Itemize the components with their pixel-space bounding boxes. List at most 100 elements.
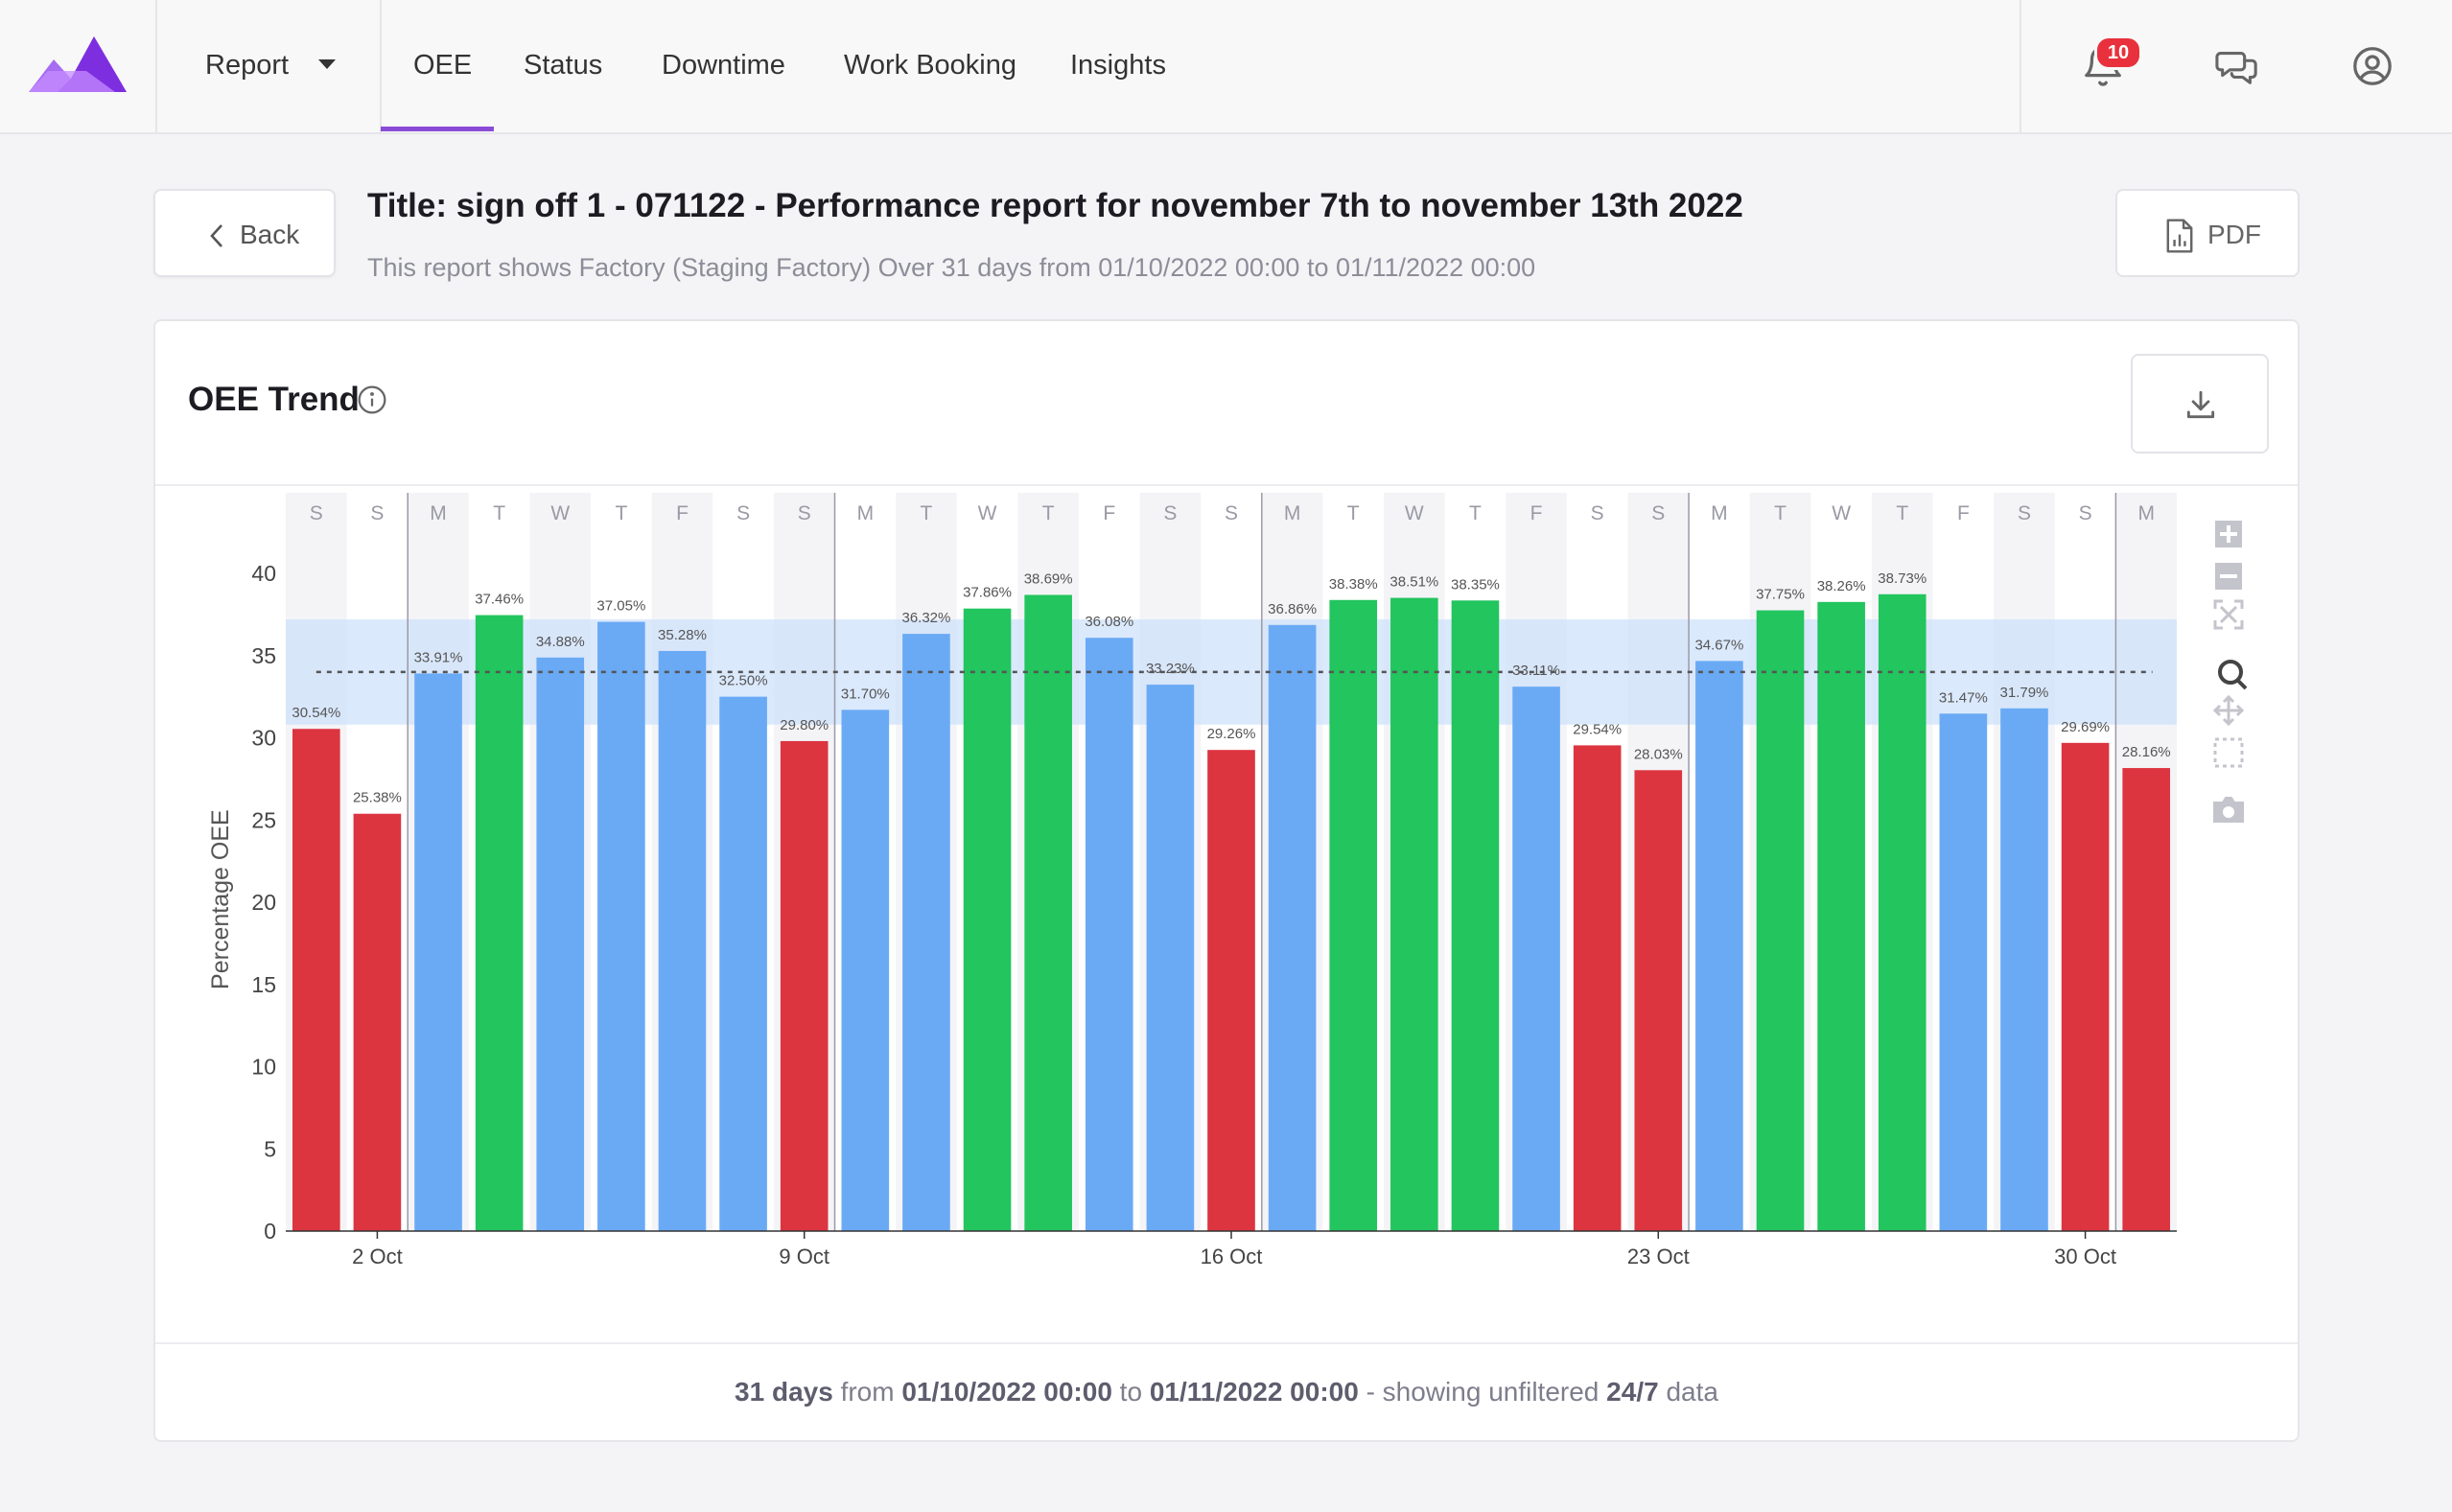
autoscale-icon[interactable] (2213, 599, 2244, 630)
chevron-left-icon (210, 224, 222, 247)
bar[interactable] (1268, 624, 1317, 1231)
footer-start: 01/10/2022 00:00 (901, 1377, 1112, 1407)
bar-value-label: 37.75% (1756, 587, 1805, 603)
back-button[interactable]: Back (153, 189, 336, 277)
bar[interactable] (658, 650, 707, 1231)
bar[interactable] (292, 729, 340, 1231)
report-dropdown[interactable]: Report (157, 0, 382, 132)
footer-to: to (1119, 1377, 1143, 1407)
chat-bubbles-icon (2215, 52, 2257, 84)
bar[interactable] (963, 608, 1012, 1231)
bar[interactable] (353, 813, 402, 1231)
zoom-in-icon[interactable] (2215, 521, 2242, 547)
bar-value-label: 38.35% (1451, 576, 1500, 593)
camera-lens (2223, 806, 2234, 818)
info-icon[interactable] (357, 384, 387, 415)
oee-trend-chart: S S M T W T F S S M T W T F S S M T W T F S S M T W T F S S M 0 5 10 15 20 2… (207, 493, 2248, 1268)
bar[interactable] (536, 657, 585, 1231)
bar[interactable] (902, 634, 950, 1231)
zoom-icon[interactable] (2218, 660, 2248, 690)
bar[interactable] (1207, 750, 1255, 1231)
card-title: OEE Trend (188, 381, 360, 418)
download-icon (2186, 390, 2215, 419)
day-letter-label: S (310, 502, 323, 524)
bar-value-label: 36.86% (1268, 601, 1317, 617)
bar[interactable] (475, 615, 524, 1231)
y-tick-label: 5 (264, 1136, 276, 1161)
day-letter-label: S (1651, 502, 1665, 524)
chevron-down-icon (318, 59, 336, 69)
day-letter-label: M (1711, 502, 1728, 524)
download-button[interactable] (2131, 354, 2269, 454)
bar-value-label: 32.50% (719, 673, 768, 689)
bar[interactable] (780, 740, 829, 1231)
x-tick-label: 2 Oct (352, 1244, 403, 1268)
bar[interactable] (2061, 742, 2110, 1231)
bar-value-label: 34.88% (536, 634, 585, 650)
bar-value-label: 38.38% (1329, 576, 1378, 593)
bar[interactable] (1634, 770, 1683, 1231)
bar-value-label: 25.38% (353, 790, 402, 806)
bar[interactable] (597, 621, 645, 1231)
x-tick-label: 30 Oct (2054, 1244, 2116, 1268)
bar[interactable] (1390, 597, 1438, 1231)
bar[interactable] (2000, 708, 2048, 1231)
bar[interactable] (1085, 638, 1133, 1231)
pan-icon[interactable] (2212, 694, 2245, 727)
bar-value-label: 29.26% (1207, 726, 1256, 742)
bar-value-label: 29.80% (780, 717, 829, 733)
bar[interactable] (1451, 600, 1500, 1231)
day-letter-label: T (493, 502, 505, 524)
bar[interactable] (1939, 713, 1988, 1231)
day-letter-label: W (1405, 502, 1424, 524)
tab-oee[interactable]: OEE (413, 50, 473, 81)
bar[interactable] (1573, 745, 1622, 1231)
day-letter-label: S (798, 502, 811, 524)
pdf-export-button[interactable]: PDF (2115, 189, 2300, 277)
page-title: Title: sign off 1 - 071122 - Performance… (367, 187, 1743, 224)
day-letter-label: M (2137, 502, 2155, 524)
bar[interactable] (1146, 685, 1195, 1231)
back-button-label: Back (240, 220, 300, 249)
tab-work-booking[interactable]: Work Booking (844, 50, 1016, 81)
logo-container[interactable] (0, 0, 157, 132)
zoom-out-icon[interactable] (2215, 563, 2242, 590)
tab-status[interactable]: Status (524, 50, 603, 81)
header-actions (2020, 0, 2452, 132)
day-letter-label: S (2079, 502, 2092, 524)
bar[interactable] (719, 696, 767, 1231)
y-tick-label: 0 (264, 1219, 276, 1244)
bar-value-label: 38.69% (1024, 570, 1073, 587)
footer-mode: 24/7 (1606, 1377, 1659, 1407)
active-tab-indicator (381, 127, 494, 131)
bar[interactable] (1756, 610, 1805, 1231)
tab-insights[interactable]: Insights (1070, 50, 1166, 81)
bar[interactable] (1512, 686, 1560, 1231)
y-tick-label: 40 (251, 561, 276, 586)
bar[interactable] (1024, 594, 1072, 1231)
bar[interactable] (1878, 593, 1927, 1231)
bar[interactable] (1817, 601, 1865, 1231)
day-letter-label: W (978, 502, 997, 524)
camera-icon[interactable] (2213, 797, 2244, 823)
y-axis-label: Percentage OEE (207, 809, 234, 989)
bar[interactable] (841, 709, 890, 1231)
bar-value-label: 36.08% (1085, 614, 1133, 630)
user-profile-button[interactable] (2350, 44, 2394, 88)
bar[interactable] (2122, 768, 2171, 1231)
tab-downtime[interactable]: Downtime (662, 50, 785, 81)
day-letter-label: W (550, 502, 570, 524)
card-footer: 31 days from 01/10/2022 00:00 to 01/11/2… (155, 1342, 2298, 1440)
y-tick-label: 20 (251, 890, 276, 915)
footer-tail: data (1666, 1377, 1718, 1407)
bar-value-label: 29.69% (2061, 719, 2110, 735)
day-letter-label: S (2018, 502, 2031, 524)
bar[interactable] (414, 673, 462, 1231)
bar[interactable] (1695, 661, 1743, 1231)
page-subtitle: This report shows Factory (Staging Facto… (367, 253, 1536, 282)
box-select-icon[interactable] (2213, 737, 2244, 768)
messages-button[interactable] (2215, 44, 2259, 88)
bar[interactable] (1329, 599, 1378, 1231)
day-letter-label: M (857, 502, 875, 524)
